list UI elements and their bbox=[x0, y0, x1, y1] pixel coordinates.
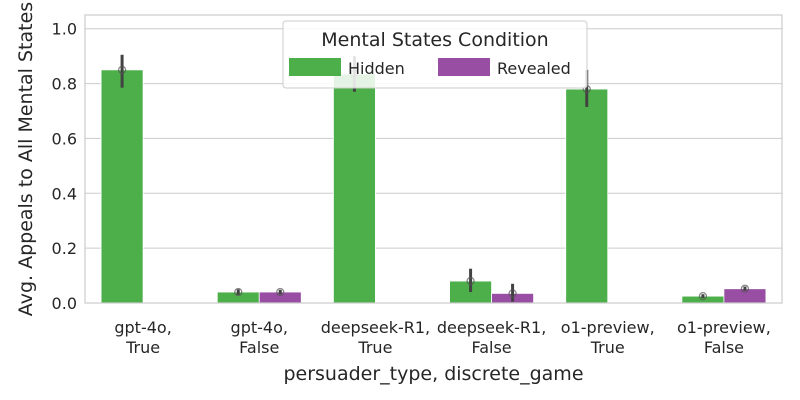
y-tick-label: 0.2 bbox=[52, 239, 77, 258]
mean-marker bbox=[117, 65, 127, 75]
x-tick-label: True bbox=[125, 338, 160, 357]
bar-hidden bbox=[565, 88, 609, 304]
y-tick-label: 0.8 bbox=[52, 75, 77, 94]
y-tick-label: 0.4 bbox=[52, 184, 77, 203]
x-tick-label: gpt-4o, bbox=[231, 318, 288, 337]
x-tick-label: deepseek-R1, bbox=[437, 318, 546, 337]
y-tick-label: 0.6 bbox=[52, 129, 77, 148]
x-tick-label: True bbox=[590, 338, 625, 357]
x-tick-label: True bbox=[357, 338, 392, 357]
legend-label-hidden: Hidden bbox=[348, 59, 405, 78]
y-axis-title: Avg. Appeals to All Mental States bbox=[15, 2, 37, 316]
mean-marker bbox=[276, 287, 285, 297]
legend-box bbox=[282, 20, 588, 89]
mean-marker bbox=[234, 287, 243, 297]
bar-hidden bbox=[100, 69, 144, 304]
x-axis-title: persuader_type, discrete_game bbox=[283, 363, 583, 385]
x-tick-label: False bbox=[704, 338, 744, 357]
x-tick-label: o1-preview, bbox=[677, 318, 771, 337]
mean-marker bbox=[698, 291, 708, 301]
x-tick-label: o1-preview, bbox=[561, 318, 655, 337]
legend-swatch-hidden bbox=[289, 58, 341, 76]
x-tick-labels: gpt-4o,Truegpt-4o,Falsedeepseek-R1,Trued… bbox=[114, 318, 770, 357]
x-tick-label: gpt-4o, bbox=[114, 318, 171, 337]
x-tick-label: False bbox=[239, 338, 279, 357]
x-tick-label: False bbox=[471, 338, 511, 357]
y-tick-labels: 0.0 0.2 0.4 0.6 0.8 1.0 bbox=[52, 20, 77, 313]
bar-hidden bbox=[333, 73, 376, 304]
legend-title: Mental States Condition bbox=[321, 29, 548, 51]
bar-revealed bbox=[723, 288, 767, 304]
legend-swatch-revealed bbox=[438, 58, 490, 76]
mean-marker bbox=[508, 289, 517, 298]
y-tick-label: 0.0 bbox=[52, 294, 77, 313]
mean-marker bbox=[740, 284, 750, 293]
x-tick-label: deepseek-R1, bbox=[321, 318, 430, 337]
legend: Mental States Condition Hidden Revealed bbox=[282, 20, 588, 89]
plot-frame bbox=[84, 14, 783, 304]
bars-layer bbox=[100, 69, 767, 304]
legend-label-revealed: Revealed bbox=[497, 59, 571, 78]
y-tick-label: 1.0 bbox=[52, 20, 77, 39]
mean-marker bbox=[466, 276, 475, 286]
error-bars-layer bbox=[117, 54, 750, 302]
legend-items: Hidden Revealed bbox=[289, 58, 571, 78]
